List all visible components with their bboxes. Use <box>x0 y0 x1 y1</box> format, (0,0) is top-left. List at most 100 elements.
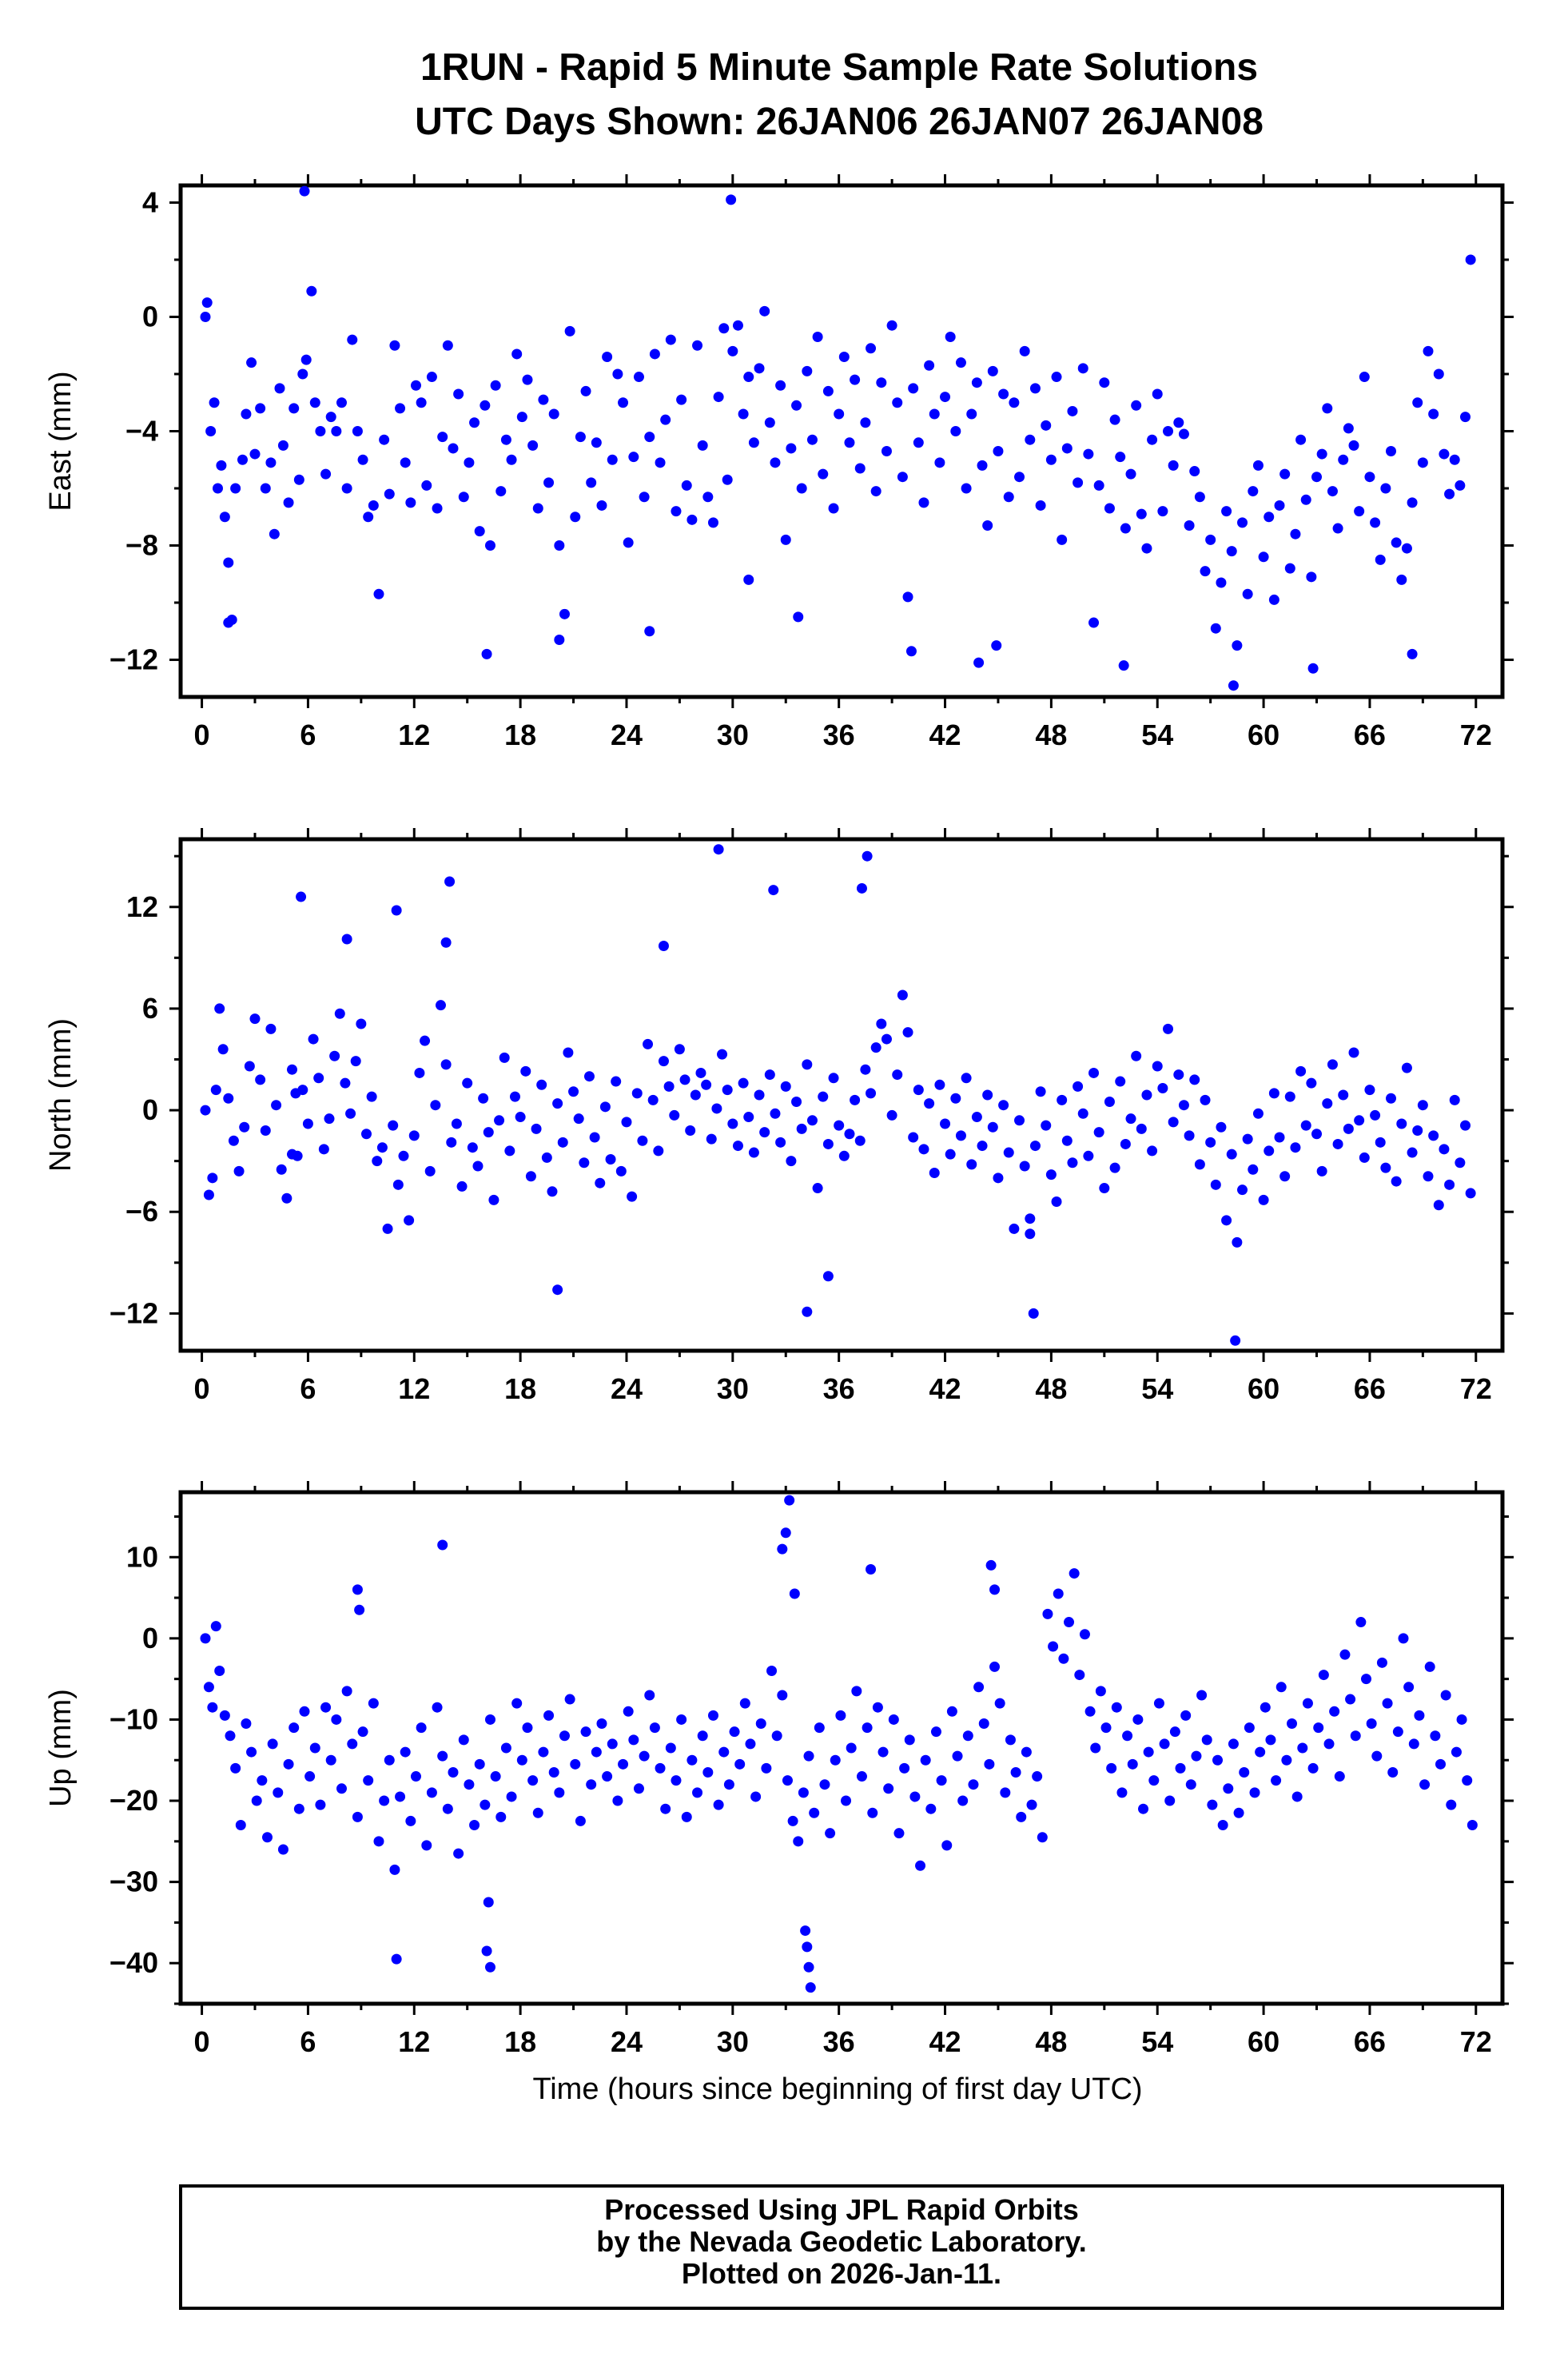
east-data-point <box>940 392 951 403</box>
up-data-point <box>484 1714 495 1725</box>
north-data-point <box>862 850 873 862</box>
east-data-point <box>570 512 581 523</box>
north-data-point <box>950 1093 961 1104</box>
east-data-point <box>607 454 618 465</box>
north-data-point <box>1455 1157 1466 1169</box>
east-data-point <box>697 440 708 451</box>
east-data-point <box>934 457 945 468</box>
north-data-point <box>621 1117 632 1128</box>
north-y-tick-label: 6 <box>142 992 158 1025</box>
up-x-tick-label: 60 <box>1248 2025 1279 2058</box>
north-data-point <box>557 1137 568 1148</box>
up-data-point <box>1138 1803 1149 1814</box>
up-data-point <box>1297 1742 1308 1754</box>
north-data-point <box>822 1271 834 1282</box>
up-data-point <box>771 1730 782 1742</box>
east-data-point <box>1041 420 1052 431</box>
north-data-point <box>822 1138 834 1149</box>
up-data-point <box>1064 1617 1075 1628</box>
north-data-point <box>1109 1162 1120 1173</box>
east-data-point <box>297 368 308 380</box>
east-data-point <box>770 457 781 468</box>
east-data-point <box>481 648 492 659</box>
east-data-point <box>671 506 682 517</box>
north-data-point <box>897 989 908 1001</box>
up-data-point <box>883 1783 894 1794</box>
east-data-point <box>564 325 575 336</box>
north-data-point <box>722 1085 733 1096</box>
up-data-point <box>331 1714 342 1725</box>
east-data-point <box>548 408 559 420</box>
up-data-point <box>1233 1807 1244 1818</box>
north-data-point <box>398 1150 409 1161</box>
north-data-point <box>504 1145 515 1157</box>
east-data-point <box>955 357 966 368</box>
up-data-point <box>1456 1714 1467 1725</box>
north-data-point <box>446 1137 457 1148</box>
east-data-point <box>1327 486 1338 497</box>
east-data-point <box>209 397 220 408</box>
east-data-point <box>1029 383 1041 394</box>
north-data-point <box>631 1088 643 1099</box>
east-data-point <box>612 368 623 380</box>
east-data-point <box>633 372 644 383</box>
east-data-point <box>812 331 823 342</box>
up-data-point <box>989 1661 1001 1672</box>
east-data-point <box>1025 434 1036 445</box>
up-data-point <box>941 1840 953 1851</box>
east-data-point <box>644 626 655 637</box>
north-data-point <box>1264 1145 1275 1157</box>
up-data-point <box>602 1771 613 1782</box>
north-data-point <box>1284 1091 1295 1102</box>
up-data-point <box>1419 1779 1431 1790</box>
east-data-point <box>1242 588 1253 599</box>
east-data-point <box>500 434 511 445</box>
north-data-point <box>658 941 669 952</box>
north-data-point <box>1125 1113 1136 1125</box>
up-data-point <box>395 1791 406 1802</box>
north-data-point <box>1009 1223 1020 1234</box>
up-data-point <box>1462 1775 1473 1786</box>
north-data-point <box>440 937 452 948</box>
east-data-point <box>426 372 437 383</box>
north-data-point <box>563 1047 574 1058</box>
up-data-point <box>1212 1754 1224 1766</box>
up-data-point <box>692 1787 703 1798</box>
north-data-point <box>1093 1127 1104 1138</box>
east-data-point <box>796 483 807 494</box>
east-data-point <box>628 452 639 463</box>
chart-title-line1: 1RUN - Rapid 5 Minute Sample Rate Soluti… <box>420 46 1258 89</box>
north-data-point <box>1279 1171 1291 1182</box>
up-data-point <box>543 1710 555 1721</box>
up-data-point <box>989 1584 1001 1595</box>
up-data-point <box>665 1742 676 1754</box>
east-data-point <box>490 380 501 391</box>
north-x-tick-label: 6 <box>300 1372 316 1405</box>
up-data-point <box>1132 1714 1144 1725</box>
north-data-point <box>828 1073 839 1084</box>
north-data-point <box>233 1165 245 1177</box>
east-data-point <box>1057 534 1068 545</box>
east-data-point <box>732 320 743 331</box>
north-data-point <box>669 1109 680 1121</box>
up-data-point <box>1148 1775 1160 1786</box>
up-data-point <box>1255 1746 1266 1758</box>
north-data-point <box>945 1149 956 1160</box>
east-data-point <box>973 657 985 668</box>
up-data-point <box>261 1832 273 1843</box>
up-data-point <box>1106 1762 1117 1774</box>
up-data-point <box>442 1803 453 1814</box>
up-data-point <box>538 1746 549 1758</box>
east-data-point <box>223 557 234 568</box>
east-x-tick-label: 36 <box>823 719 855 751</box>
east-data-point <box>1338 454 1349 465</box>
north-data-point <box>579 1157 590 1169</box>
east-data-point <box>1300 494 1311 505</box>
north-data-point <box>1338 1089 1349 1101</box>
up-data-point <box>341 1686 352 1697</box>
east-data-point <box>554 540 565 551</box>
up-data-point <box>373 1836 384 1847</box>
north-data-point <box>281 1192 293 1204</box>
north-data-point <box>866 1088 877 1099</box>
north-data-point <box>525 1171 536 1182</box>
